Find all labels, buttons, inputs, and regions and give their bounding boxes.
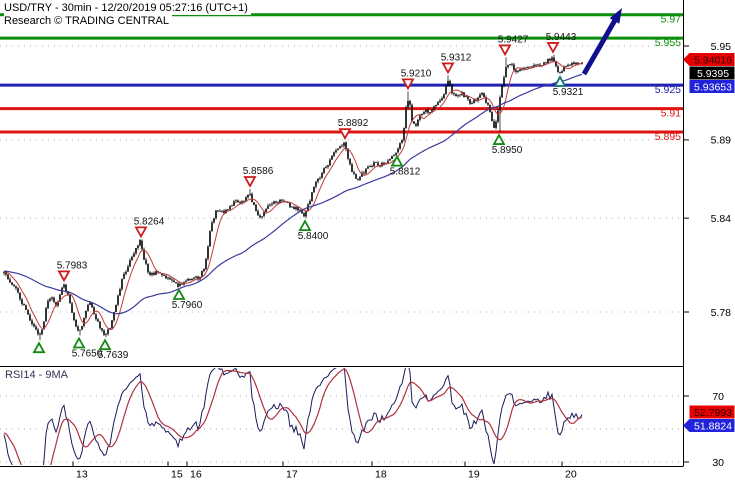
price-badge-5.9395-label: 5.9395 [697, 68, 729, 80]
pivot-high-marker-5.9312 [441, 62, 455, 75]
pivot-label-5.7983: 5.7983 [57, 260, 88, 271]
rsi-badge-51.8824-label: 51.8824 [694, 420, 732, 432]
pivot-label-5.9312: 5.9312 [441, 52, 472, 63]
price-tick-label-5.84: 5.84 [711, 213, 732, 225]
pivot-label-5.7639: 5.7639 [98, 350, 129, 361]
pivot-label-5.8400: 5.8400 [298, 231, 329, 242]
time-tick-label-20: 20 [565, 469, 577, 480]
price-badge-5.94016 [683, 53, 735, 66]
rsi-ma-line [3, 368, 583, 465]
pivot-high-marker-5.9443 [546, 42, 560, 54]
time-tick-label-18: 18 [375, 469, 387, 480]
pivot-high-marker-5.9210 [401, 78, 415, 91]
chart-title: USD/TRY - 30min - 12/20/2019 05:27:16 (U… [4, 2, 251, 15]
trend-arrow-shaft [581, 15, 620, 76]
trend-arrow-head [609, 8, 622, 24]
pivot-label-5.8264: 5.8264 [134, 216, 165, 227]
pivot-label-5.8950: 5.8950 [492, 145, 523, 156]
rsi-tick-label-30: 30 [712, 457, 724, 469]
level-label-5.925: 5.925 [655, 84, 681, 96]
price-badge-5.93653-label: 5.93653 [694, 81, 732, 93]
rsi-badge-51.8824 [683, 419, 735, 432]
level-label-5.91: 5.91 [661, 108, 682, 120]
rsi-pane [3, 368, 583, 465]
pivot-high-marker-5.7983 [57, 270, 71, 283]
pivot-label-5.8586: 5.8586 [243, 166, 274, 177]
time-tick-label-15: 15 [171, 469, 183, 480]
pivot-label-5.8892: 5.8892 [338, 118, 369, 129]
pivot-markers: 5.7983 5.8264 5.8586 5.8892 5.9210 5.9312 5.94… [32, 32, 584, 361]
pivot-high-marker-5.8892 [338, 128, 352, 140]
rsi-tick-label-70: 70 [712, 391, 724, 403]
pivot-label-5.7960: 5.7960 [172, 300, 203, 311]
pivot-low-marker-39 [32, 341, 46, 354]
rsi-title: RSI14 - 9MA [5, 369, 68, 381]
pivot-low-marker-5.7960 [172, 288, 186, 300]
rsi-badge-52.7993 [689, 405, 735, 419]
pivot-label-5.8812: 5.8812 [390, 167, 421, 178]
time-tick-label-17: 17 [286, 469, 298, 480]
ma-slow-line [3, 73, 583, 315]
pivot-label-5.9321: 5.9321 [553, 87, 584, 98]
level-label-5.97: 5.97 [661, 14, 682, 26]
rsi-badge-52.7993-label: 52.7993 [694, 407, 732, 419]
price-badge-5.93653 [689, 80, 735, 93]
time-tick-label-13: 13 [76, 469, 88, 480]
pivot-high-marker-5.9427 [498, 44, 512, 57]
pivot-low-marker-5.8950 [492, 133, 506, 145]
price-tick-label-5.95: 5.95 [711, 41, 732, 53]
time-tick-label-19: 19 [468, 469, 480, 480]
price-tick-label-5.78: 5.78 [711, 307, 732, 319]
price-pane [3, 54, 583, 341]
pivot-label-5.9210: 5.9210 [401, 68, 432, 79]
pivot-label-5.9427: 5.9427 [498, 34, 529, 45]
chart-subtitle: Research © TRADING CENTRAL [4, 15, 172, 28]
pivot-low-marker-5.8400 [298, 219, 312, 232]
candle-wicks [3, 54, 583, 341]
level-label-5.955: 5.955 [655, 37, 681, 49]
pivot-low-marker-5.7639 [98, 338, 112, 351]
pivot-low-marker-5.8812 [390, 154, 404, 167]
pivot-high-marker-5.8586 [243, 176, 257, 188]
ma-fast-line [3, 60, 583, 331]
level-label-5.895: 5.895 [655, 131, 681, 143]
candle-bodies [3, 57, 583, 335]
pivot-label-5.7650: 5.7650 [72, 348, 103, 359]
rsi-line [3, 368, 583, 465]
price-badge-5.9395 [689, 66, 735, 80]
price-badge-5.94016-label: 5.94016 [694, 54, 732, 66]
time-tick-label-16: 16 [190, 469, 202, 480]
pivot-label-5.9443: 5.9443 [546, 32, 577, 43]
pivot-low-marker-5.9321 [553, 75, 567, 87]
pivot-low-marker-5.7650 [72, 336, 86, 349]
price-tick-label-5.89: 5.89 [711, 135, 732, 147]
pivot-high-marker-5.8264 [134, 226, 148, 239]
